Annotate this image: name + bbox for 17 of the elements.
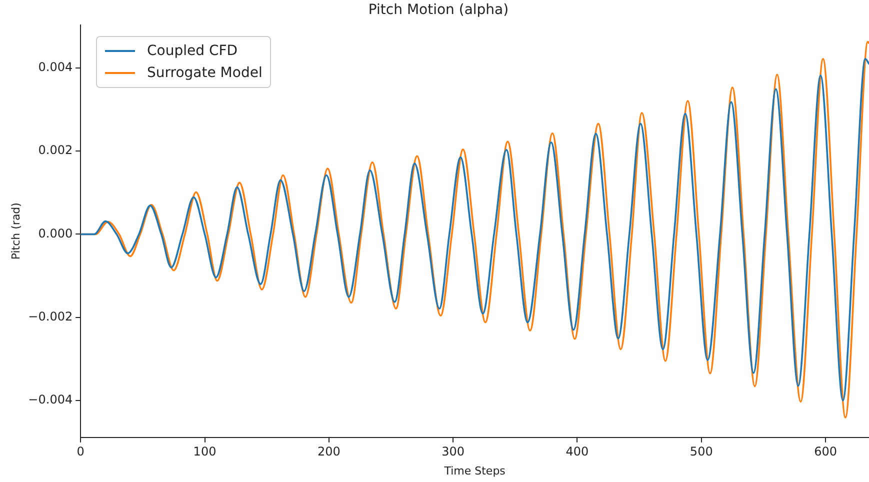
legend-label: Surrogate Model <box>147 65 262 81</box>
x-axis-title: Time Steps <box>443 464 506 478</box>
y-tick-label: −0.004 <box>28 392 73 407</box>
y-tick-label: 0.004 <box>38 60 73 74</box>
x-tick-label: 200 <box>317 444 340 459</box>
x-tick-label: 400 <box>566 444 589 459</box>
x-tick-label: 500 <box>690 444 713 459</box>
x-tick-label: 0 <box>76 444 84 459</box>
x-tick-label: 600 <box>814 444 837 459</box>
y-tick-label: −0.002 <box>28 309 73 324</box>
x-tick-label: 100 <box>193 444 216 459</box>
x-tick-label: 300 <box>442 444 465 459</box>
y-axis-title: Pitch (rad) <box>9 202 22 260</box>
chart-title: Pitch Motion (alpha) <box>368 2 509 18</box>
y-tick-label: 0.000 <box>38 226 73 240</box>
y-tick-label: 0.002 <box>38 143 73 158</box>
legend-label: Coupled CFD <box>147 43 238 59</box>
